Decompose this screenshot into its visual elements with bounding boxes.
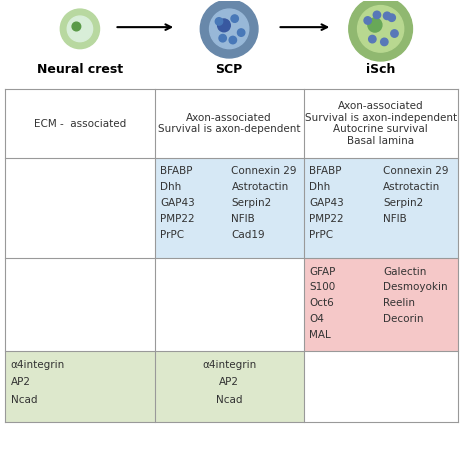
Text: Neural crest: Neural crest	[37, 64, 123, 76]
Text: Ncad: Ncad	[11, 395, 37, 405]
Text: Oct6: Oct6	[310, 298, 334, 308]
Circle shape	[215, 18, 223, 25]
Circle shape	[237, 29, 245, 36]
Text: Serpin2: Serpin2	[383, 198, 423, 208]
Text: α4integrin: α4integrin	[202, 360, 256, 370]
Text: Cad19: Cad19	[231, 230, 265, 240]
Circle shape	[349, 0, 412, 61]
Circle shape	[368, 18, 382, 32]
Bar	[304, 258, 457, 351]
Bar	[304, 158, 457, 258]
Bar	[155, 158, 304, 258]
Text: α4integrin: α4integrin	[11, 360, 65, 370]
Text: SCP: SCP	[216, 64, 243, 76]
Circle shape	[231, 15, 238, 22]
Circle shape	[219, 35, 227, 42]
Text: GAP43: GAP43	[160, 198, 195, 208]
Text: Astrotactin: Astrotactin	[231, 182, 289, 192]
Text: Connexin 29: Connexin 29	[231, 166, 297, 177]
Text: Serpin2: Serpin2	[231, 198, 272, 208]
Text: AP2: AP2	[219, 377, 239, 387]
Bar	[155, 351, 304, 422]
Text: O4: O4	[310, 314, 324, 324]
Circle shape	[72, 22, 81, 31]
Text: Decorin: Decorin	[383, 314, 423, 324]
Circle shape	[201, 0, 258, 58]
Text: ECM -  associated: ECM - associated	[34, 119, 126, 128]
Text: iSch: iSch	[366, 64, 395, 76]
Circle shape	[210, 9, 249, 49]
Circle shape	[381, 38, 388, 46]
Text: Axon-associated
Survival is axon-independent
Autocrine survival
Basal lamina: Axon-associated Survival is axon-indepen…	[305, 101, 456, 146]
Circle shape	[60, 9, 100, 49]
Text: Galectin: Galectin	[383, 267, 426, 276]
Circle shape	[391, 30, 398, 37]
Text: Dhh: Dhh	[310, 182, 330, 192]
Text: AP2: AP2	[11, 377, 31, 387]
Text: Connexin 29: Connexin 29	[383, 166, 448, 177]
Circle shape	[357, 6, 404, 52]
Circle shape	[383, 12, 391, 20]
Text: Dhh: Dhh	[160, 182, 182, 192]
Text: GAP43: GAP43	[310, 198, 344, 208]
Text: NFIB: NFIB	[231, 214, 255, 224]
Text: PrPC: PrPC	[160, 230, 184, 240]
Text: MAL: MAL	[310, 330, 331, 340]
Circle shape	[67, 16, 92, 42]
Text: BFABP: BFABP	[310, 166, 342, 177]
Text: BFABP: BFABP	[160, 166, 192, 177]
Text: Desmoyokin: Desmoyokin	[383, 283, 447, 292]
Circle shape	[369, 35, 376, 43]
Circle shape	[373, 11, 381, 19]
Circle shape	[218, 19, 230, 32]
Text: S100: S100	[310, 283, 336, 292]
Text: PrPC: PrPC	[310, 230, 333, 240]
Circle shape	[229, 36, 237, 44]
Text: PMP22: PMP22	[160, 214, 195, 224]
Text: Ncad: Ncad	[216, 395, 242, 405]
Text: GFAP: GFAP	[310, 267, 336, 276]
Bar	[5, 351, 155, 422]
Text: PMP22: PMP22	[310, 214, 344, 224]
Text: NFIB: NFIB	[383, 214, 407, 224]
Circle shape	[388, 14, 395, 21]
Text: Reelin: Reelin	[383, 298, 415, 308]
Circle shape	[364, 17, 372, 24]
Text: Axon-associated
Survival is axon-dependent: Axon-associated Survival is axon-depende…	[158, 113, 301, 134]
Text: Astrotactin: Astrotactin	[383, 182, 440, 192]
